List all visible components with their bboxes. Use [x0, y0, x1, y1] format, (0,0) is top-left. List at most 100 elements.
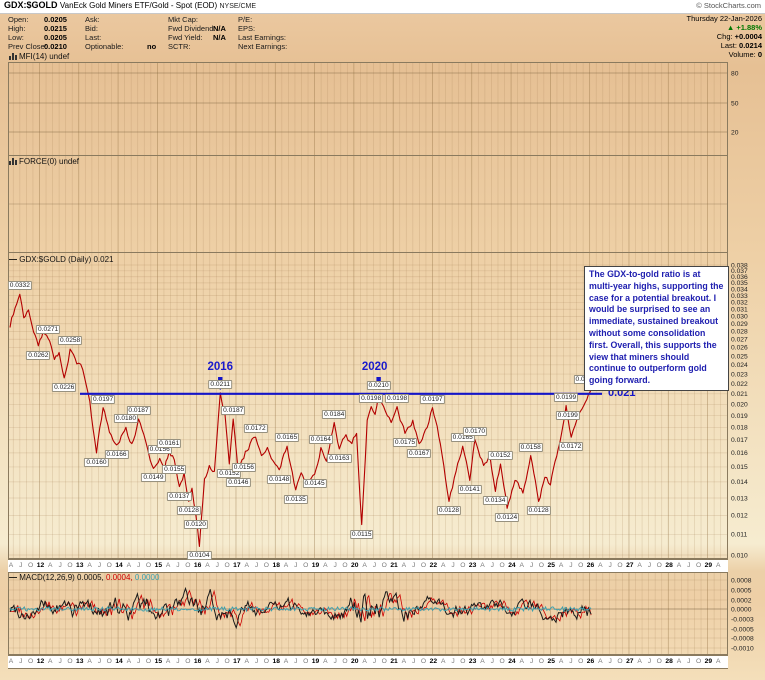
x-axis-tick: 21 [390, 562, 398, 569]
quote-field-label: Fwd Yield: [168, 33, 203, 42]
x-axis-tick: 29 [704, 562, 713, 569]
price-label-chip: 0.0137 [167, 491, 192, 501]
price-label-chip: 0.0258 [58, 336, 83, 346]
x-axis-tick: A [283, 562, 289, 569]
x-axis-tick: J [412, 658, 416, 665]
x-axis-tick: 15 [154, 562, 163, 569]
x-axis-tick: O [420, 562, 427, 569]
quote-field-label: High: [8, 24, 26, 33]
annotation-2016-label: 2016 [207, 361, 234, 373]
x-axis-macd: A J O 12 A J O 13 A J O 14 A J O 15 A J O 16 A J O 17 A J O 18 A J O 19… [8, 655, 728, 669]
price-axis-tick: 0.024 [731, 362, 748, 369]
force-indicator-label: FORCE(0) undef [9, 157, 79, 166]
x-axis-tick: A [401, 562, 407, 569]
price-axis-tick: 0.018 [731, 425, 748, 432]
quote-date: Thursday 22-Jan-2026 [686, 14, 762, 23]
x-axis-tick: O [499, 562, 505, 569]
x-axis-tick: A [244, 658, 249, 665]
price-label-chip: 0.0210 [366, 380, 391, 390]
quote-field-label: Prev Close: [8, 42, 47, 51]
price-axis-tick: 0.022 [731, 381, 748, 388]
x-axis-tick: 21 [390, 658, 398, 665]
quote-field-label: Mkt Cap: [168, 15, 199, 24]
price-label-chip: 0.0180 [113, 414, 139, 424]
x-axis-tick: O [106, 658, 112, 665]
macd-axis-tick: -0.0005 [731, 626, 754, 633]
change-percent: ▲ +1.88% [726, 23, 762, 32]
x-axis-tick: A [126, 658, 132, 665]
x-axis-tick: 26 [586, 658, 595, 665]
x-axis-tick: 14 [115, 562, 123, 569]
x-axis-tick: 16 [193, 658, 202, 665]
x-axis-tick: A [715, 562, 721, 569]
x-axis-tick: A [558, 562, 564, 569]
x-axis-tick: 20 [351, 658, 359, 665]
price-axis-tick: 0.021 [731, 391, 748, 398]
x-axis-tick: 24 [508, 658, 516, 665]
change-value: Chg: +0.0004 [716, 32, 762, 41]
price-label-chip: 0.0198 [385, 393, 410, 403]
x-axis-tick: O [342, 658, 348, 665]
macd-legend: — MACD(12,26,9) 0.0005, 0.0004, 0.0000 [9, 573, 160, 582]
quote-field-value: 0.0210 [44, 42, 67, 51]
price-axis-tick: 0.038 [731, 262, 748, 269]
x-axis-tick: O [67, 562, 73, 569]
x-axis-tick: J [333, 658, 337, 665]
price-label-chip: 0.0226 [52, 382, 77, 392]
x-axis-tick: O [381, 658, 387, 665]
x-axis-tick: A [637, 562, 642, 569]
macd-histogram-line [9, 605, 592, 613]
quote-field-label: Last: [85, 33, 102, 42]
macd-axis-tick: 0.0005 [731, 587, 752, 594]
quote-field-label: Fwd Dividend: [168, 24, 216, 33]
x-axis-tick: J [294, 658, 298, 665]
price-label-chip: 0.0152 [217, 469, 242, 479]
x-axis-tick: 19 [311, 562, 320, 569]
x-axis-tick: O [224, 658, 230, 665]
exchange-label: NYSE/CME [219, 3, 257, 10]
x-axis-tick: 13 [76, 658, 84, 665]
x-axis-tick: O [263, 562, 269, 569]
price-label-chip: 0.0163 [327, 453, 352, 463]
x-axis-tick: J [569, 562, 573, 569]
x-axis-tick: O [460, 658, 466, 665]
x-axis-tick: 17 [233, 658, 241, 665]
x-axis-tick: O [28, 562, 34, 569]
x-axis-tick: A [440, 658, 446, 665]
price-axis-tick: 0.016 [731, 450, 748, 457]
quote-field-value: 0.0215 [44, 24, 67, 33]
x-axis-tick: A [598, 562, 603, 569]
x-axis-tick: A [323, 658, 328, 665]
price-label-chip: 0.0156 [231, 463, 256, 473]
price-axis-tick: 0.011 [731, 532, 748, 539]
x-axis-tick: O [224, 562, 230, 569]
price-label-chip: 0.0161 [157, 438, 182, 448]
macd-axis-tick: -0.0010 [731, 645, 754, 652]
up-arrow-icon: ▲ [726, 23, 735, 32]
price-label-chip: 0.0155 [162, 464, 187, 474]
x-axis-tick: A [558, 658, 564, 665]
price-axis-tick: 0.012 [731, 513, 748, 520]
price-label-chip: 0.0158 [518, 442, 543, 452]
main-chart-legend: — GDX:$GOLD (Daily) 0.021 [9, 255, 114, 264]
x-axis-tick: J [490, 658, 494, 665]
price-label-chip: 0.0175 [392, 438, 418, 448]
x-axis-tick: 28 [665, 658, 673, 665]
price-label-chip: 0.0124 [495, 513, 520, 523]
x-axis-tick: A [440, 562, 446, 569]
price-label-chip: 0.0128 [526, 506, 551, 516]
price-axis-tick: 0.035 [731, 280, 748, 287]
x-axis-tick: 14 [115, 658, 123, 665]
price-label-chip: 0.0198 [359, 393, 384, 403]
x-axis-tick: J [687, 658, 691, 665]
x-axis-tick: A [48, 562, 53, 569]
quote-field-value: no [147, 42, 157, 51]
price-axis-tick: 0.028 [731, 329, 748, 336]
x-axis-tick: O [656, 562, 662, 569]
x-axis-tick: A [676, 562, 682, 569]
x-axis-tick: 27 [626, 658, 634, 665]
x-axis-tick: O [578, 658, 584, 665]
x-axis-tick: A [362, 562, 367, 569]
x-axis-tick: J [608, 658, 612, 665]
x-axis-tick: 18 [272, 658, 280, 665]
